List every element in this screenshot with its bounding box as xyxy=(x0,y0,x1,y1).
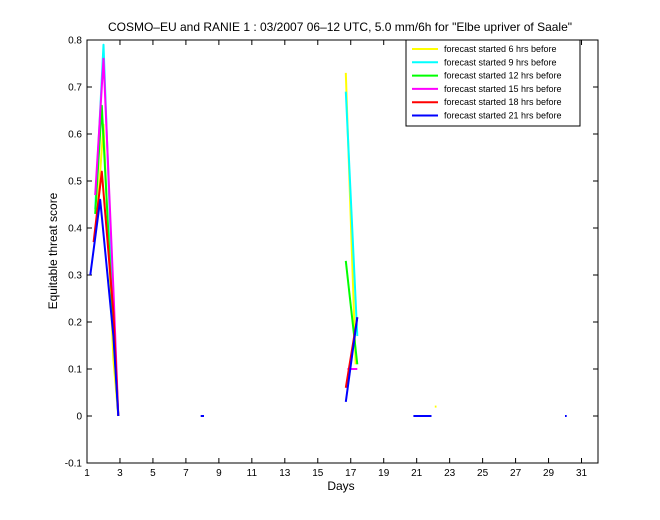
legend-entry-label: forecast started 9 hrs before xyxy=(444,57,557,67)
legend-entry-label: forecast started 21 hrs before xyxy=(444,111,562,121)
legend: forecast started 6 hrs before forecast st… xyxy=(405,39,581,127)
x-tick-label: 17 xyxy=(345,468,357,479)
x-tick-label: 5 xyxy=(150,468,156,479)
x-axis-label: Days xyxy=(327,479,354,493)
x-tick-label: 27 xyxy=(510,468,522,479)
legend-entry-label: forecast started 18 hrs before xyxy=(444,97,562,107)
legend-entry-label: forecast started 12 hrs before xyxy=(444,71,562,81)
y-tick-label: 0.7 xyxy=(68,83,82,94)
series-line xyxy=(344,260,359,365)
y-axis-label: Equitable threat score xyxy=(46,192,60,309)
x-tick-label: 13 xyxy=(279,468,291,479)
x-tick-label: 29 xyxy=(543,468,555,479)
y-tick-label: 0.3 xyxy=(68,271,82,282)
y-tick-label: 0.6 xyxy=(68,130,82,141)
x-tick-label: 9 xyxy=(216,468,222,479)
x-tick-label: 25 xyxy=(477,468,489,479)
series-line xyxy=(344,317,359,403)
x-tick-label: 11 xyxy=(247,468,258,479)
y-axis-ticks: -0.1 0 0.1 0.2 0.3 0.4 0.5 0.6 0.7 0.8 xyxy=(65,36,598,470)
legend-entry-label: forecast started 15 hrs before xyxy=(444,84,562,94)
x-tick-label: 15 xyxy=(312,468,324,479)
x-tick-label: 31 xyxy=(576,468,588,479)
y-tick-label: 0.8 xyxy=(68,36,82,47)
plot-area-frame xyxy=(86,39,599,464)
x-tick-label: 3 xyxy=(117,468,123,479)
x-tick-label: 1 xyxy=(84,468,90,479)
legend-box xyxy=(405,39,581,127)
series-lines xyxy=(89,43,567,417)
y-tick-label: 0.2 xyxy=(68,318,82,329)
legend-entry-label: forecast started 6 hrs before xyxy=(444,44,557,54)
x-tick-label: 21 xyxy=(411,468,423,479)
series-line xyxy=(89,198,120,417)
y-tick-label: -0.1 xyxy=(65,459,83,470)
x-tick-label: 19 xyxy=(378,468,390,479)
series-line xyxy=(344,91,359,337)
x-tick-label: 7 xyxy=(183,468,189,479)
chart-title: COSMO–EU and RANIE 1 : 03/2007 06–12 UTC… xyxy=(108,20,572,34)
x-axis-ticks: 1 3 5 7 9 11 13 15 17 19 21 23 25 27 29 31 xyxy=(84,40,588,479)
y-tick-label: 0 xyxy=(76,412,82,423)
y-tick-label: 0.5 xyxy=(68,177,82,188)
y-tick-label: 0.4 xyxy=(68,224,82,235)
x-tick-label: 23 xyxy=(444,468,456,479)
y-tick-label: 0.1 xyxy=(68,365,82,376)
